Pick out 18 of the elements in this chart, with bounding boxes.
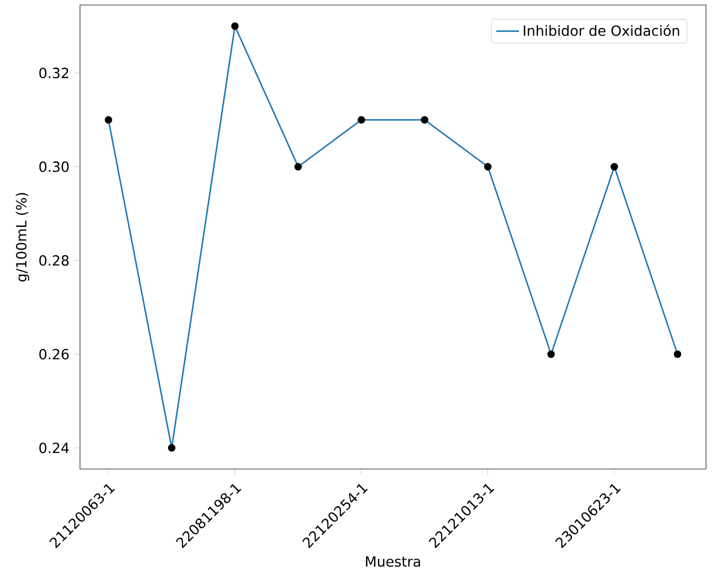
y-tick-label: 0.24: [39, 442, 69, 454]
point: [610, 162, 618, 170]
point: [358, 116, 366, 124]
point: [484, 162, 492, 170]
y-tick-label: 0.32: [39, 68, 68, 78]
y-axis-title: g/100mL (%): [16, 193, 30, 282]
y-tick-label: 0.28: [39, 255, 69, 266]
point: [231, 22, 239, 30]
legend-label: Inhibidor de Oxidación: [524, 24, 680, 36]
y-tick-label: 0.26: [39, 348, 69, 360]
point: [294, 162, 302, 170]
y-tick-label: 0.30: [39, 161, 69, 172]
point: [168, 444, 176, 452]
point: [547, 350, 555, 358]
x-axis-title: Muestra: [366, 556, 420, 567]
point: [104, 116, 112, 124]
point: [674, 350, 682, 358]
point: [420, 116, 428, 124]
